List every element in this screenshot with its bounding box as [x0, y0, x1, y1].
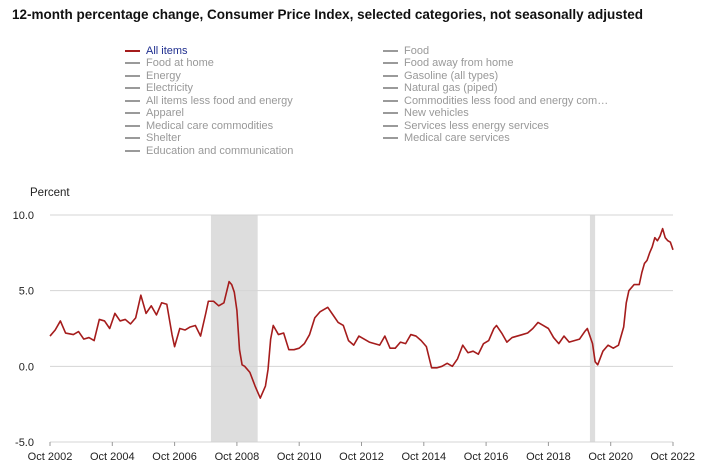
- legend-label: Electricity: [146, 82, 194, 94]
- legend-item[interactable]: Shelter: [125, 132, 181, 145]
- legend-item[interactable]: All items: [125, 44, 188, 57]
- legend-item[interactable]: Education and communication: [125, 144, 293, 157]
- legend-item[interactable]: Commodities less food and energy com…: [383, 94, 608, 107]
- legend-label: Medical care commodities: [146, 119, 274, 132]
- legend-swatch: [383, 87, 398, 89]
- x-tick-label: Oct 2020: [588, 451, 633, 463]
- legend-swatch: [125, 74, 140, 77]
- y-tick-label: 10.0: [13, 210, 34, 222]
- legend-item[interactable]: Food at home: [125, 57, 214, 70]
- x-tick-label: Oct 2014: [401, 451, 446, 463]
- series-line-all-items[interactable]: [49, 227, 674, 399]
- legend-label: Natural gas (piped): [404, 82, 498, 94]
- legend-item[interactable]: Food away from home: [383, 57, 513, 70]
- legend-label: Food at home: [146, 57, 214, 69]
- legend-swatch: [383, 62, 398, 64]
- legend-item[interactable]: Energy: [125, 69, 181, 82]
- legend-item[interactable]: Food: [383, 44, 429, 57]
- legend-item[interactable]: All items less food and energy: [125, 94, 293, 107]
- x-tick-label: Oct 2010: [277, 451, 322, 463]
- chart-title: 12-month percentage change, Consumer Pri…: [12, 7, 643, 22]
- series-layer: [49, 227, 674, 399]
- legend-label: Energy: [146, 69, 181, 82]
- legend-swatch: [125, 49, 140, 52]
- legend-item[interactable]: Services less energy services: [383, 119, 549, 132]
- y-axis-ticks: 10.0 5.0 0.0 -5.0: [13, 210, 34, 449]
- recession-band: [210, 215, 258, 442]
- legend-swatch: [383, 112, 398, 114]
- legend-label: Commodities less food and energy com…: [404, 94, 609, 107]
- y-tick-label: 5.0: [19, 286, 34, 298]
- x-tick-label: Oct 2018: [526, 451, 571, 463]
- legend-item[interactable]: Apparel: [125, 107, 184, 120]
- legend-label: Gasoline (all types): [404, 69, 499, 82]
- legend-item[interactable]: New vehicles: [383, 107, 469, 120]
- x-tick-label: Oct 2004: [90, 451, 135, 463]
- x-tick-label: Oct 2012: [339, 451, 384, 463]
- y-axis-label: Percent: [30, 187, 70, 199]
- legend-swatch: [383, 99, 398, 102]
- legend-swatch: [125, 112, 140, 114]
- legend-swatch: [383, 74, 398, 77]
- legend-label: New vehicles: [404, 107, 469, 119]
- legend-swatch: [383, 124, 398, 127]
- legend-label: Education and communication: [146, 144, 294, 157]
- x-tick-label: Oct 2006: [152, 451, 197, 463]
- x-tick-label: Oct 2002: [28, 451, 73, 463]
- recession-band: [589, 215, 596, 442]
- legend-swatch: [125, 137, 140, 139]
- legend-label: Food away from home: [404, 57, 514, 69]
- legend-label: All items: [146, 44, 188, 57]
- legend-swatch: [383, 137, 398, 139]
- legend-label: Shelter: [146, 132, 181, 144]
- legend-label: Apparel: [146, 107, 184, 119]
- x-tick-label: Oct 2008: [215, 451, 260, 463]
- legend-label: Services less energy services: [404, 119, 549, 132]
- gridlines: [50, 214, 673, 443]
- legend-swatch: [125, 87, 140, 89]
- legend-label: Food: [404, 44, 430, 57]
- legend-swatch: [125, 99, 140, 102]
- legend-swatch: [125, 62, 140, 64]
- legend-item[interactable]: Electricity: [125, 82, 193, 95]
- legend-label: Medical care services: [404, 132, 510, 144]
- legend-item[interactable]: Gasoline (all types): [383, 69, 498, 82]
- y-tick-label: -5.0: [15, 437, 34, 449]
- x-tick-label: Oct 2022: [650, 451, 695, 463]
- legend-swatch: [125, 149, 140, 152]
- legend-item[interactable]: Natural gas (piped): [383, 82, 498, 95]
- recession-shading: [210, 215, 596, 442]
- legend-swatch: [383, 49, 398, 52]
- x-tick-label: Oct 2016: [464, 451, 509, 463]
- legend-label: All items less food and energy: [146, 94, 293, 107]
- y-tick-label: 0.0: [19, 361, 34, 373]
- x-axis-ticks: Oct 2002 Oct 2004 Oct 2006 Oct 2008 Oct 2010…: [28, 442, 695, 463]
- legend-item[interactable]: Medical care services: [383, 132, 510, 145]
- legend-item[interactable]: Medical care commodities: [125, 119, 273, 132]
- legend-swatch: [125, 124, 140, 127]
